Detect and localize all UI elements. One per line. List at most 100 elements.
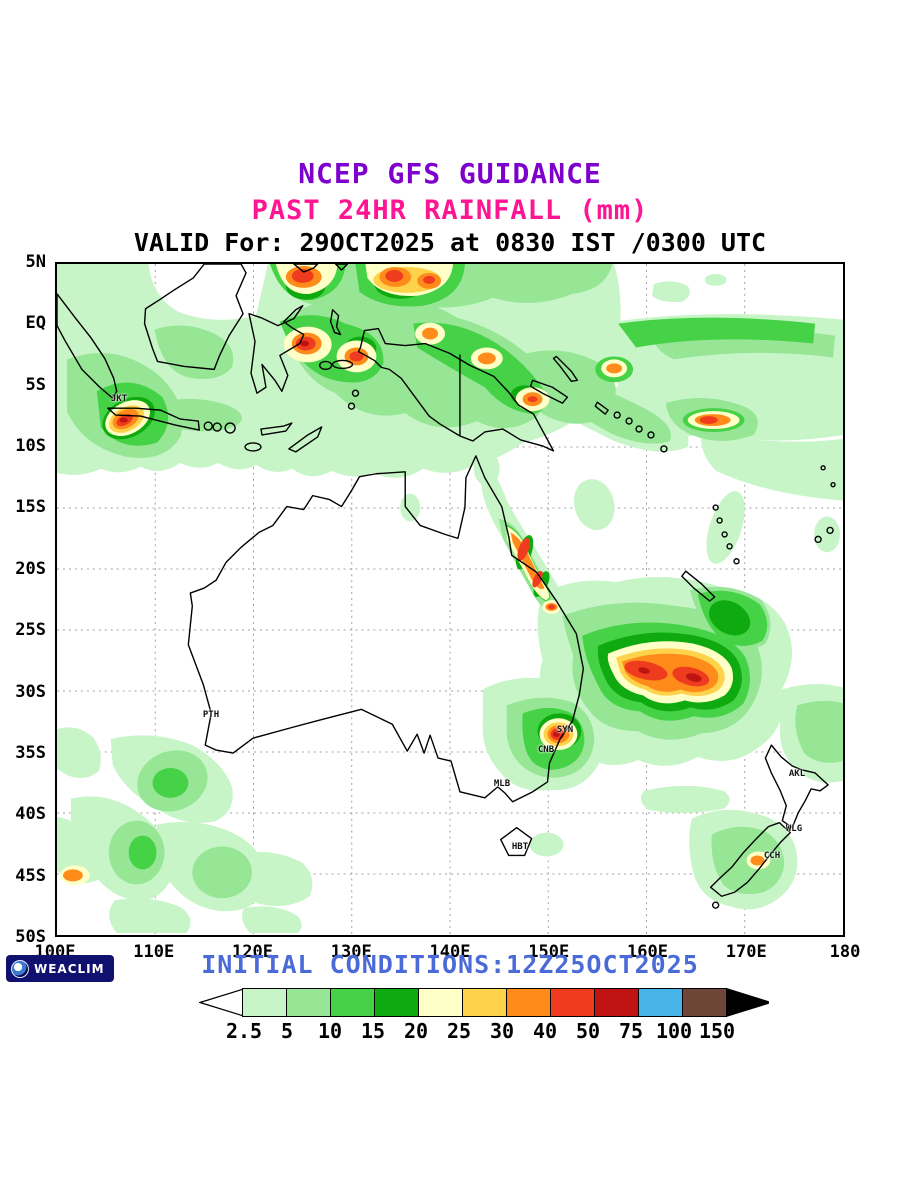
tasmania-coast	[500, 826, 533, 857]
rain-shape	[192, 846, 253, 899]
new-ireland-coast	[552, 355, 579, 382]
colorbar-segment	[329, 989, 374, 1016]
map-canvas	[57, 264, 843, 935]
lat-tick-label: 40S	[15, 804, 46, 825]
sulawesi-coast	[248, 305, 305, 394]
weaclim-logo-icon	[11, 959, 29, 978]
colorbar-tick-label: 15	[360, 1019, 386, 1043]
rain-shape	[750, 855, 765, 866]
rain-shape	[700, 431, 843, 501]
rain-shape	[699, 416, 718, 425]
lon-tick-label: 140E	[429, 942, 471, 962]
page-subtitle: PAST 24HR RAINFALL (mm)	[251, 195, 649, 226]
lat-tick-label: 45S	[15, 865, 46, 886]
colorbar-tick-label: 75	[618, 1019, 644, 1043]
rain-shape	[640, 785, 730, 813]
rain-shape	[385, 269, 404, 282]
colorbar-tick-label: 50	[575, 1019, 601, 1043]
vanuatu-island	[726, 543, 733, 550]
rain-shape	[119, 417, 128, 423]
rain-shape	[422, 327, 439, 340]
sumba-island	[244, 442, 262, 452]
lon-tick-label: 180	[829, 942, 861, 962]
colorbar-segment	[285, 989, 330, 1016]
mindanao-coast	[293, 264, 319, 273]
flores-coast	[260, 422, 293, 436]
colorbar-segment	[549, 989, 594, 1016]
rain-shape	[651, 281, 690, 303]
lat-tick-label: 5N	[25, 252, 46, 272]
rain-shape	[109, 898, 191, 934]
rain-shape	[814, 516, 841, 553]
pacific-island	[820, 465, 826, 471]
colorbar-segment	[373, 989, 418, 1016]
lat-tick-label: 30S	[15, 681, 46, 702]
lat-tick-label: 5S	[25, 374, 46, 395]
new-caledonia-coast	[681, 570, 716, 602]
weaclim-logo: WEACLIM	[6, 955, 114, 982]
bali-island	[203, 421, 213, 431]
rain-level-9	[119, 340, 702, 738]
stewart-island	[711, 901, 720, 909]
rain-shape	[400, 493, 421, 522]
valid-time-line: VALID For: 29OCT2025 at 0830 IST /0300 U…	[133, 228, 767, 257]
rain-shape	[638, 667, 650, 674]
rain-shape	[573, 479, 615, 531]
sumatra-coast	[57, 293, 118, 399]
colorbar-segment	[242, 989, 286, 1016]
lon-tick-label: 170E	[725, 942, 767, 962]
fiji-island	[814, 535, 822, 544]
colorbar: 2.5 5 10 15 20 25 30 40 50 75 100 150	[199, 988, 769, 1048]
lat-tick-label: EQ	[25, 313, 46, 334]
timor-coast	[288, 426, 323, 453]
colorbar-tick-label: 150	[698, 1019, 736, 1043]
coastlines	[57, 264, 836, 909]
vanuatu-island	[716, 517, 723, 524]
rain-shape	[242, 906, 302, 934]
lat-tick-label: 35S	[15, 742, 46, 763]
lat-tick-label: 50S	[15, 927, 46, 947]
java-coast	[107, 407, 200, 431]
lat-axis: 5N EQ 5S 10S 15S 20S 25S 30S 35S 40S 45S 50S	[0, 253, 50, 946]
lon-tick-label: 150E	[528, 942, 570, 962]
nz-north-island-coast	[764, 744, 829, 829]
pacific-island	[830, 482, 836, 488]
initial-conditions: INITIAL CONDITIONS:12Z25OCT2025	[201, 950, 699, 979]
rain-shape	[128, 835, 157, 870]
colorbar-segment	[681, 989, 726, 1016]
rain-shape	[423, 275, 436, 284]
australia-coast	[187, 455, 585, 803]
colorbar-tick-label: 25	[446, 1019, 472, 1043]
rain-shape	[606, 363, 623, 374]
solomon-island	[660, 445, 668, 453]
lon-tick-label: 130E	[330, 942, 372, 962]
borneo-coast	[143, 264, 247, 371]
new-guinea-coast	[357, 327, 555, 452]
rain-shape	[552, 731, 560, 738]
rain-shape	[62, 869, 83, 882]
map-plot-area: JKT PTH SYN CNB MLB HBT AKL WLG CCH	[55, 262, 845, 937]
rain-shape	[349, 351, 364, 362]
colorbar-tick-label: 2.5	[225, 1019, 263, 1043]
colorbar-segment	[417, 989, 462, 1016]
rain-shape	[618, 317, 816, 348]
rain-shape	[527, 396, 538, 403]
colorbar-segment	[461, 989, 506, 1016]
lon-tick-label: 160E	[627, 942, 668, 962]
colorbar-row	[199, 988, 769, 1017]
rain-shape	[291, 268, 314, 283]
rain-shape	[57, 727, 101, 779]
rain-shape	[532, 570, 543, 588]
rain-shape	[477, 352, 496, 365]
under-arrow-shape	[199, 988, 242, 1017]
new-britain-coast	[529, 379, 569, 404]
lon-tick-label: 110E	[133, 942, 175, 962]
colorbar-segments	[241, 988, 727, 1017]
rain-shape	[704, 273, 727, 286]
colorbar-under-arrow	[199, 988, 242, 1017]
over-arrow-shape	[726, 988, 769, 1017]
rain-shape	[529, 832, 564, 857]
vanuatu-island	[721, 531, 728, 538]
colorbar-over-arrow	[726, 988, 769, 1017]
